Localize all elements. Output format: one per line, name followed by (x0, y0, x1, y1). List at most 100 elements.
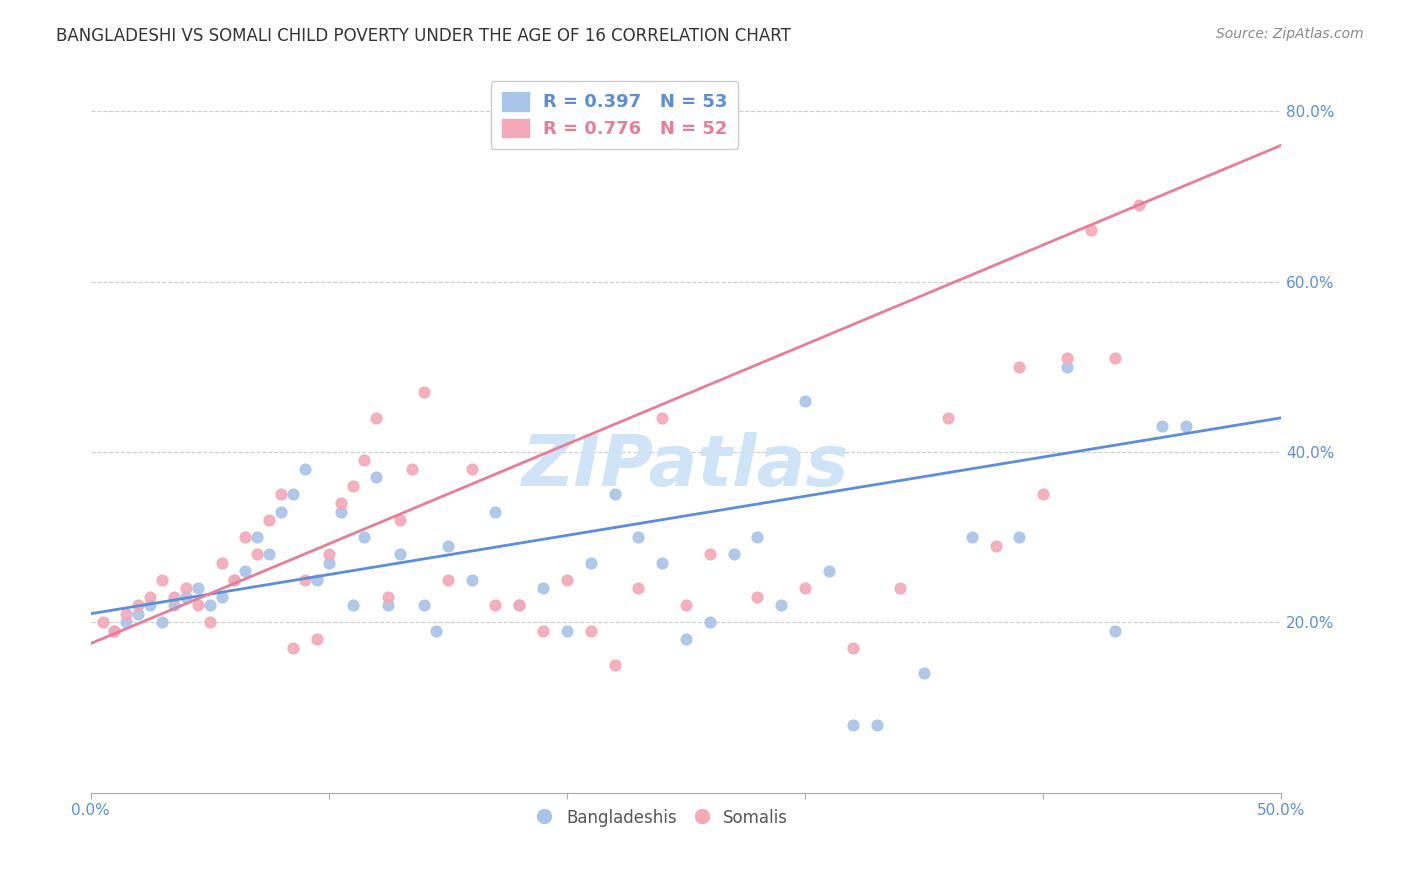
Point (366, 470, 388, 484)
Point (484, 599, 506, 613)
Point (437, 539, 460, 553)
Point (413, 385, 436, 400)
Point (865, 717, 887, 731)
Point (531, 624, 554, 638)
Point (555, 624, 578, 638)
Text: Source: ZipAtlas.com: Source: ZipAtlas.com (1216, 27, 1364, 41)
Point (353, 453, 375, 467)
Point (1152, 419, 1174, 434)
Point (389, 547, 412, 561)
Point (139, 599, 162, 613)
Point (651, 556, 673, 570)
Point (841, 640, 863, 655)
Point (198, 615, 221, 630)
Point (818, 564, 841, 578)
Text: ZIPatlas: ZIPatlas (522, 433, 849, 501)
Point (257, 513, 280, 527)
Point (960, 530, 983, 544)
Point (794, 581, 817, 595)
Point (603, 487, 626, 501)
Point (1080, 223, 1102, 237)
Point (318, 556, 340, 570)
Point (294, 462, 316, 476)
Point (366, 410, 388, 425)
Point (139, 590, 162, 604)
Point (401, 462, 423, 476)
Point (984, 539, 1007, 553)
Point (1175, 419, 1198, 434)
Point (555, 573, 578, 587)
Point (699, 615, 721, 630)
Point (246, 530, 269, 544)
Point (508, 599, 530, 613)
Point (127, 599, 149, 613)
Point (579, 556, 602, 570)
Point (603, 657, 626, 672)
Point (1056, 351, 1078, 366)
Point (270, 487, 292, 501)
Point (770, 599, 793, 613)
Point (1056, 359, 1078, 374)
Point (723, 547, 745, 561)
Legend: Bangladeshis, Somalis: Bangladeshis, Somalis (527, 800, 797, 835)
Point (484, 504, 506, 518)
Point (211, 556, 233, 570)
Point (342, 479, 364, 493)
Point (747, 530, 769, 544)
Point (389, 513, 412, 527)
Point (912, 666, 935, 681)
Point (1008, 530, 1031, 544)
Point (1128, 198, 1150, 212)
Point (699, 547, 721, 561)
Point (187, 599, 209, 613)
Point (1104, 624, 1126, 638)
Point (91, 615, 114, 630)
Point (281, 640, 304, 655)
Point (353, 530, 375, 544)
Point (246, 547, 269, 561)
Point (377, 590, 399, 604)
Point (579, 624, 602, 638)
Point (103, 624, 125, 638)
Point (425, 624, 447, 638)
Point (115, 615, 138, 630)
Point (437, 573, 460, 587)
Point (127, 607, 149, 621)
Point (198, 599, 221, 613)
Point (150, 573, 173, 587)
Point (889, 581, 911, 595)
Point (936, 410, 959, 425)
Point (305, 573, 328, 587)
Point (163, 599, 186, 613)
Point (115, 607, 138, 621)
Point (329, 504, 352, 518)
Point (294, 573, 316, 587)
Point (627, 530, 650, 544)
Point (174, 590, 197, 604)
Point (342, 599, 364, 613)
Point (150, 615, 173, 630)
Point (508, 599, 530, 613)
Point (187, 581, 209, 595)
Point (841, 717, 863, 731)
Point (329, 496, 352, 510)
Point (794, 393, 817, 408)
Point (222, 573, 245, 587)
Point (675, 632, 697, 647)
Point (651, 410, 673, 425)
Point (103, 624, 125, 638)
Point (1104, 351, 1126, 366)
Point (281, 487, 304, 501)
Point (460, 573, 482, 587)
Text: BANGLADESHI VS SOMALI CHILD POVERTY UNDER THE AGE OF 16 CORRELATION CHART: BANGLADESHI VS SOMALI CHILD POVERTY UNDE… (56, 27, 792, 45)
Point (377, 599, 399, 613)
Point (460, 462, 482, 476)
Point (163, 590, 186, 604)
Point (257, 547, 280, 561)
Point (1032, 487, 1054, 501)
Point (235, 564, 257, 578)
Point (211, 590, 233, 604)
Point (222, 573, 245, 587)
Point (747, 590, 769, 604)
Point (1008, 359, 1031, 374)
